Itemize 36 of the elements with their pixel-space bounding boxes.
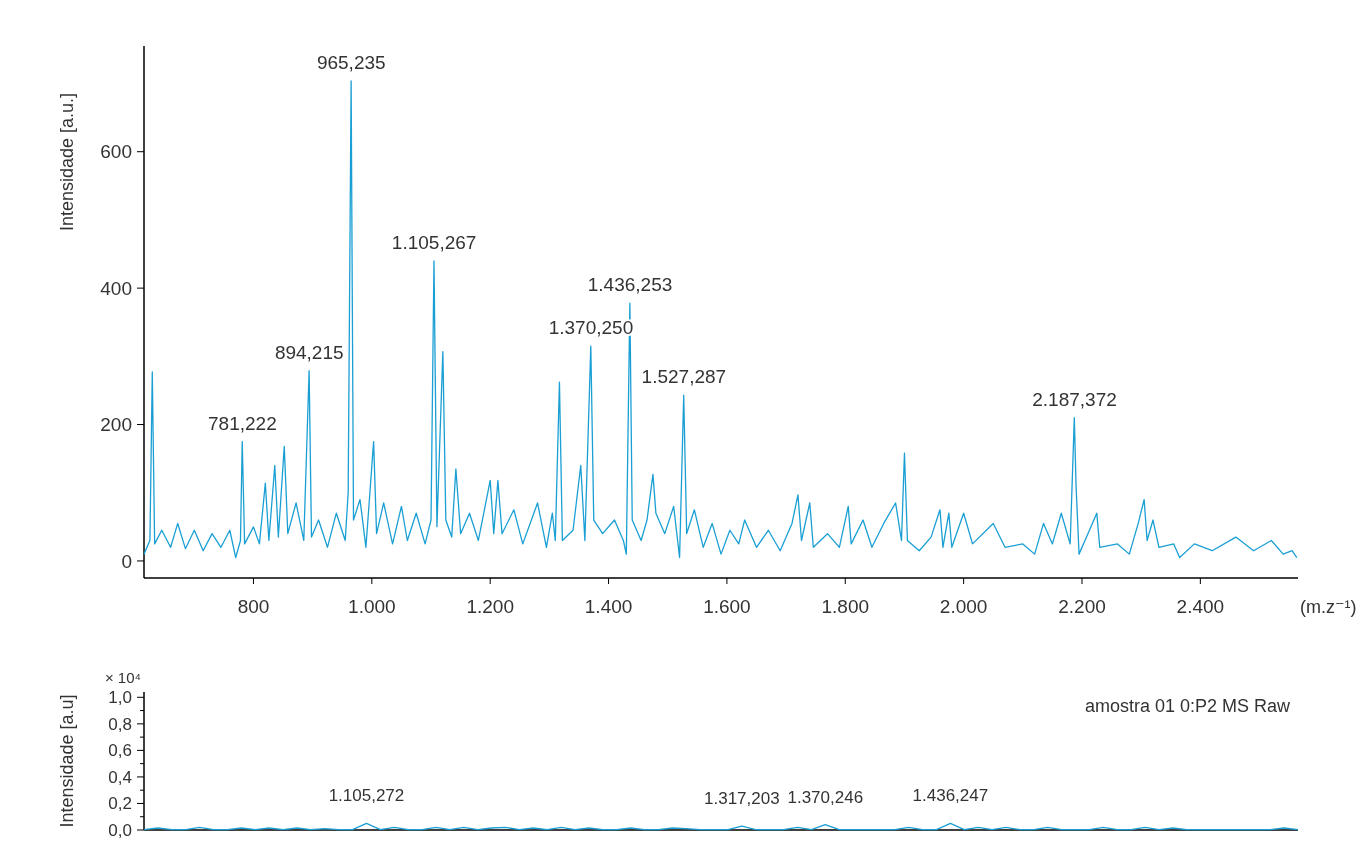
y-tick-label: 1,0: [108, 688, 132, 708]
annotation: 1.370,246: [787, 787, 864, 807]
annotation: 1.105,272: [328, 786, 405, 806]
x-tick-label: 1.800: [821, 596, 870, 617]
x-tick-label: 2.400: [1176, 596, 1225, 617]
x-tick-label: 1.400: [584, 596, 633, 617]
x-tick-label: 1.000: [348, 596, 396, 617]
y-tick-label: 0,2: [108, 794, 132, 814]
y-tick-label: 0,6: [108, 741, 132, 761]
line-series: [143, 80, 1298, 559]
annotation: 894,215: [274, 341, 344, 363]
annotation: 1.317,203: [704, 789, 780, 809]
y-tick-label: 200: [100, 414, 132, 436]
y-tick-label: 0,8: [108, 714, 132, 734]
annotation: 1.436,253: [587, 274, 673, 296]
y-tick-label: 0: [121, 550, 132, 572]
annotation: 1.436,247: [912, 786, 989, 806]
annotation: 1.105,267: [391, 231, 477, 253]
x-tick-label: 800: [237, 596, 270, 617]
annotation: 781,222: [208, 412, 277, 434]
annotation: 1.527,287: [641, 366, 727, 388]
y-tick-label: 0,4: [108, 767, 132, 787]
y-axis-title: Intensidade [a.u]: [57, 694, 77, 828]
text: × 10⁴: [104, 669, 141, 686]
annotation: amostra 01 0:P2 MS Raw: [1084, 696, 1291, 716]
x-tick-label: 1.200: [466, 596, 514, 617]
y-tick-label: 0,0: [108, 820, 132, 840]
y-tick-label: 400: [100, 277, 132, 299]
annotation: 965,235: [316, 51, 386, 73]
annotation: 2.187,372: [1032, 388, 1117, 410]
x-axis-title: (m.z⁻¹): [1300, 597, 1357, 617]
x-tick-label: 1.600: [703, 596, 751, 617]
y-axis-title: Intensidade [a.u.]: [57, 92, 77, 232]
y-tick-label: 600: [100, 141, 132, 163]
x-tick-label: 2.200: [1058, 596, 1106, 617]
x-tick-label: 2.000: [939, 596, 988, 617]
